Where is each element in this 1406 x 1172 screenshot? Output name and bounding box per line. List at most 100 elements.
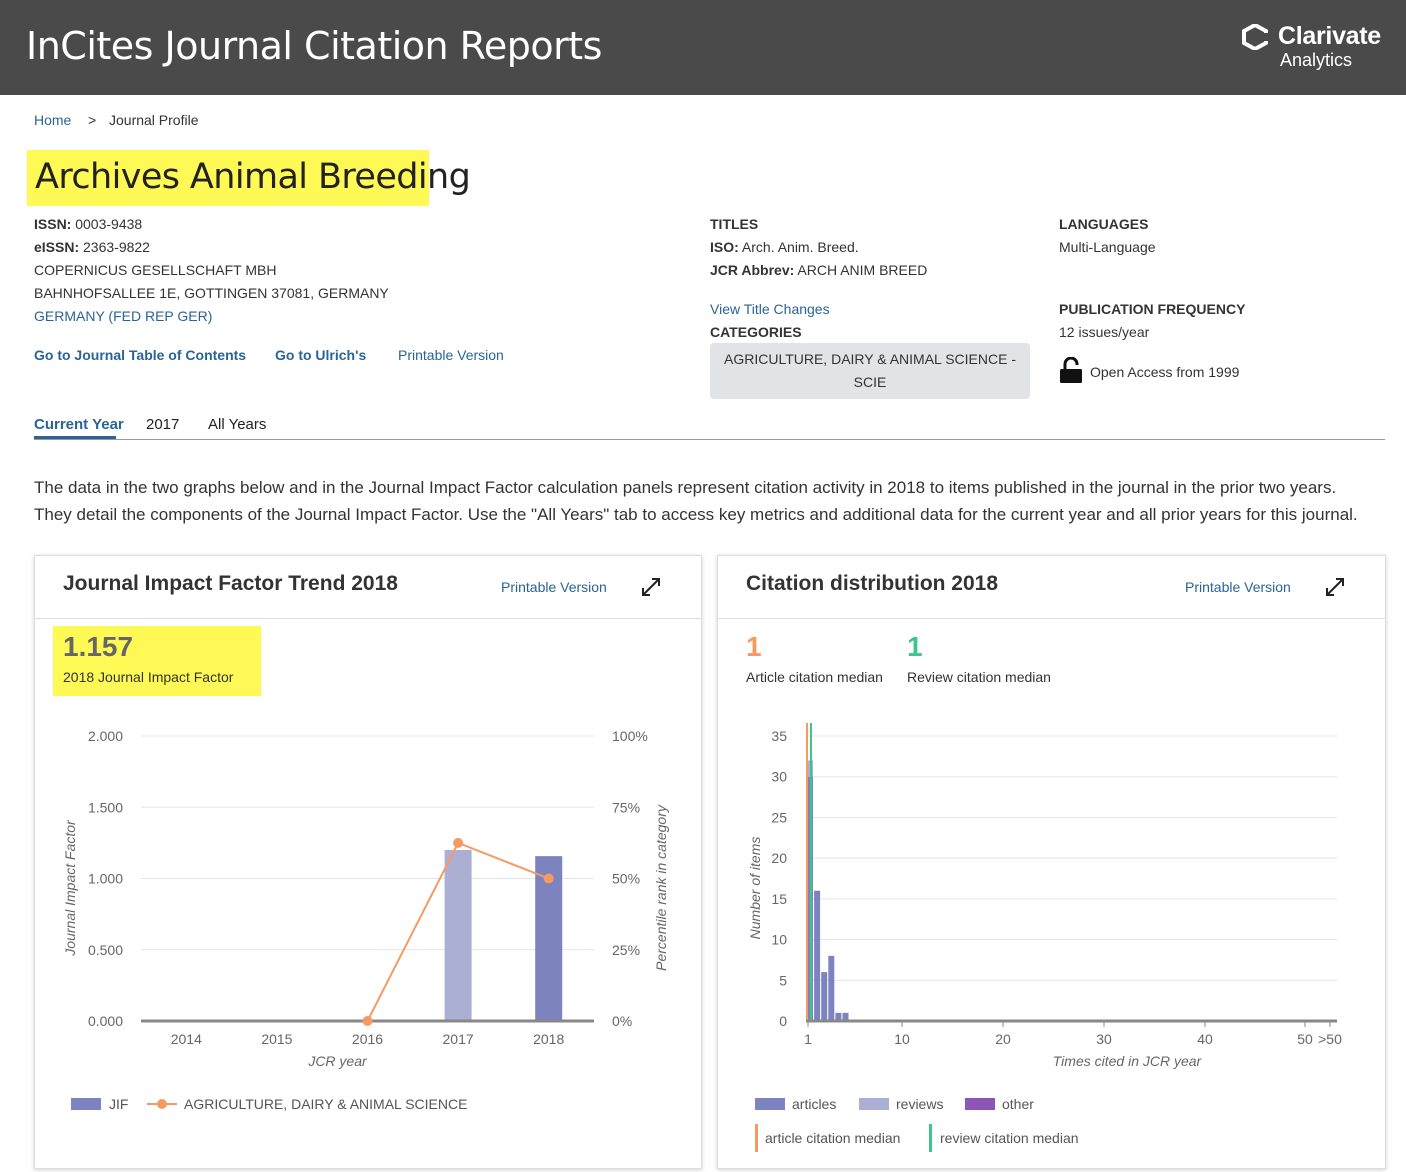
articles-bar [835, 1012, 842, 1021]
x-tick-label: 30 [1096, 1031, 1112, 1047]
x-tick-label: 10 [894, 1031, 910, 1047]
legend-articles-label: articles [792, 1096, 837, 1112]
breadcrumb-home-link[interactable]: Home [34, 112, 72, 128]
tab-all-years[interactable]: All Years [208, 416, 267, 433]
breadcrumb-current: Journal Profile [109, 112, 199, 128]
iso-row: ISO: Arch. Anim. Breed. [710, 239, 859, 255]
y2-tick-label: 0% [612, 1013, 632, 1029]
eissn-label: eISSN: [34, 239, 80, 255]
categories-heading: CATEGORIES [710, 324, 802, 340]
active-tab-indicator [34, 436, 116, 439]
country-link[interactable]: GERMANY (FED REP GER) [34, 308, 213, 324]
x-tick-label: 50 [1297, 1031, 1313, 1047]
eissn-value: 2363-9822 [83, 239, 150, 255]
review-median-label: Review citation median [907, 669, 1051, 685]
jcr-abbrev-row: JCR Abbrev: ARCH ANIM BREED [710, 262, 927, 278]
tab-2017[interactable]: 2017 [146, 416, 180, 433]
y2-tick-label: 75% [612, 799, 640, 815]
x-tick-label: 2015 [261, 1031, 292, 1047]
y2-tick-label: 25% [612, 942, 640, 958]
jif-printable-link[interactable]: Printable Version [501, 579, 607, 595]
articles-bar [842, 1012, 849, 1021]
x-tick-label: 1 [804, 1031, 812, 1047]
category-line-1: AGRICULTURE, DAIRY & ANIMAL SCIENCE - [724, 351, 1016, 367]
top-banner: InCites Journal Citation Reports Clariva… [0, 0, 1406, 95]
jif-value: 1.157 [63, 631, 134, 662]
y2-tick-label: 100% [612, 728, 648, 744]
journal-title-highlight [27, 150, 429, 206]
legend-category-label: AGRICULTURE, DAIRY & ANIMAL SCIENCE [184, 1096, 468, 1112]
expand-icon[interactable] [640, 576, 662, 598]
y-tick-label: 2.000 [88, 728, 123, 744]
open-lock-icon [1060, 357, 1082, 383]
journal-toc-link[interactable]: Go to Journal Table of Contents [34, 347, 247, 363]
citation-distribution-chart: 0 5 10 15 20 25 30 35 1 10 20 30 40 50 >50 Times cited … [747, 723, 1342, 1069]
x-axis-title: Times cited in JCR year [1053, 1053, 1203, 1069]
article-median-value: 1 [746, 631, 762, 662]
legend-review-median-swatch [929, 1124, 932, 1152]
y2-tick-label: 50% [612, 871, 640, 887]
x-tick-label: 40 [1197, 1031, 1213, 1047]
y-tick-label: 0 [779, 1013, 787, 1029]
cit-printable-link[interactable]: Printable Version [1185, 579, 1291, 595]
iso-label: ISO: [710, 239, 739, 255]
category-point [543, 873, 554, 884]
legend-review-median-label: review citation median [940, 1130, 1079, 1146]
y-tick-label: 25 [771, 809, 787, 825]
jcr-abbrev-value: ARCH ANIM BREED [797, 262, 928, 278]
category-point [453, 837, 464, 848]
ulrich-link[interactable]: Go to Ulrich's [275, 347, 367, 363]
legend-articles-swatch [755, 1098, 785, 1110]
logo-name: Clarivate [1278, 22, 1381, 50]
articles-bar [814, 890, 821, 1021]
expand-icon[interactable] [1324, 576, 1346, 598]
issn-label: ISSN: [34, 216, 72, 232]
x-tick-label: 2016 [352, 1031, 383, 1047]
cit-panel-title: Citation distribution 2018 [746, 572, 999, 595]
y-tick-label: 10 [771, 932, 787, 948]
titles-heading: TITLES [710, 216, 759, 232]
citation-distribution-panel: Citation distribution 2018 Printable Ver… [717, 555, 1386, 1169]
tab-current-year[interactable]: Current Year [34, 416, 124, 433]
y-tick-label: 1.500 [88, 799, 123, 815]
publisher: COPERNICUS GESELLSCHAFT MBH [34, 262, 277, 278]
legend-jif-label: JIF [109, 1096, 129, 1112]
x-tick-label: 2017 [443, 1031, 474, 1047]
languages-value: Multi-Language [1059, 239, 1156, 255]
jif-trend-chart: 0.000 0.500 1.000 1.500 2.000 0% 25% 50% 75% 100%… [62, 728, 669, 1069]
app-title: InCites Journal Citation Reports [26, 24, 602, 68]
publisher-address: BAHNHOFSALLEE 1E, GOTTINGEN 37081, GERMA… [34, 285, 389, 301]
jif-panel-header: Journal Impact Factor Trend 2018 Printab… [35, 556, 701, 619]
view-title-changes-link[interactable]: View Title Changes [710, 301, 830, 317]
jif-bar [444, 850, 472, 1021]
tabs-divider [34, 439, 1385, 440]
logo-sub: Analytics [1280, 50, 1353, 70]
jif-highlight [53, 626, 261, 696]
y-tick-label: 1.000 [88, 871, 123, 887]
x-tick-label: 20 [995, 1031, 1011, 1047]
jcr-abbrev-label: JCR Abbrev: [710, 262, 795, 278]
iso-value: Arch. Anim. Breed. [741, 239, 859, 255]
eissn-row: eISSN: 2363-9822 [34, 239, 150, 255]
languages-heading: LANGUAGES [1059, 216, 1149, 232]
x-tick-label: >50 [1318, 1031, 1342, 1047]
y-axis-title: Number of items [747, 837, 763, 940]
issn-row: ISSN: 0003-9438 [34, 216, 142, 232]
y-axis-title: Journal Impact Factor [62, 819, 78, 957]
legend-other-label: other [1002, 1096, 1034, 1112]
articles-bar [828, 955, 835, 1021]
x-axis-title: JCR year [307, 1053, 368, 1069]
frequency-value: 12 issues/year [1059, 324, 1150, 340]
category-chip[interactable]: AGRICULTURE, DAIRY & ANIMAL SCIENCE - SC… [710, 343, 1030, 399]
legend-other-swatch [965, 1098, 995, 1110]
articles-bar [821, 972, 828, 1021]
category-line-2: SCIE [853, 374, 887, 390]
issn-value: 0003-9438 [75, 216, 143, 232]
article-median-label: Article citation median [746, 669, 883, 685]
y-tick-label: 35 [771, 728, 787, 744]
description-line-2: They detail the components of the Journa… [34, 505, 1358, 524]
y-tick-label: 0.500 [88, 942, 123, 958]
description-line-1: The data in the two graphs below and in … [34, 478, 1337, 497]
printable-version-link[interactable]: Printable Version [398, 347, 504, 363]
jif-bar [535, 856, 563, 1021]
